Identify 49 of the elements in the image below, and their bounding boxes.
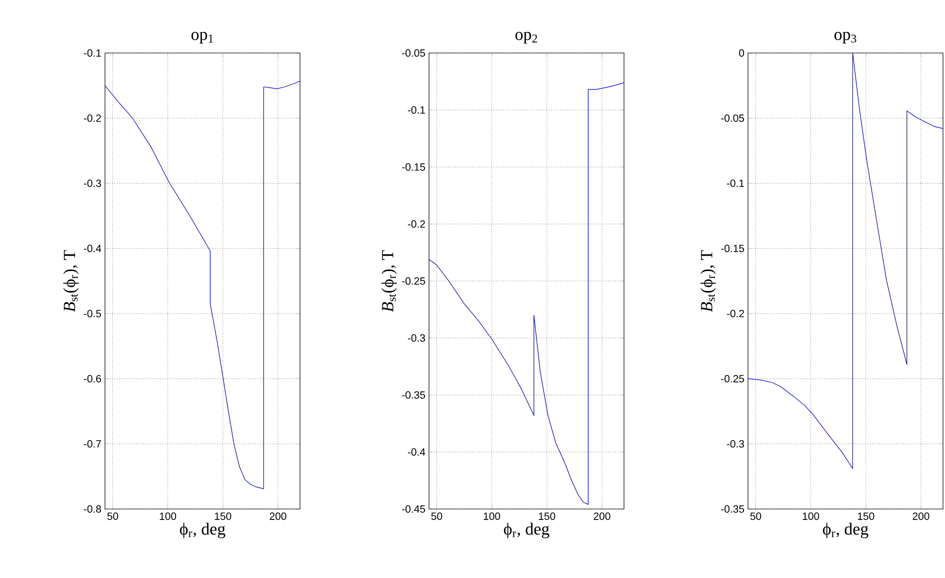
x-tick-label: 150 bbox=[538, 512, 556, 520]
y-tick-label: -0.05 bbox=[402, 49, 426, 57]
line-series bbox=[748, 52, 944, 469]
chart-title: op$_{2}$ bbox=[515, 32, 538, 44]
x-tick-label: 50 bbox=[107, 512, 118, 520]
y-axis-title: B$_{st}$(ϕ$_{r}$), T bbox=[381, 250, 397, 312]
y-tick-label: -0.3 bbox=[408, 334, 426, 342]
chart-title: op$_{1}$ bbox=[191, 32, 213, 44]
y-tick-label: -0.1 bbox=[726, 180, 744, 187]
x-tick-label: 50 bbox=[750, 512, 762, 520]
x-tick-label: 150 bbox=[858, 512, 874, 520]
y-tick-label: -0.3 bbox=[726, 440, 744, 448]
y-tick-label: -0.35 bbox=[402, 391, 426, 399]
y-tick-label: -0.7 bbox=[84, 440, 101, 448]
x-tick-label: 200 bbox=[912, 512, 930, 520]
x-tick-label: 100 bbox=[160, 512, 176, 520]
y-tick-label: -0.1 bbox=[84, 49, 101, 57]
y-tick-label: -0.5 bbox=[84, 310, 102, 318]
y-tick-label: -0.15 bbox=[721, 244, 744, 252]
y-tick-label: -0.4 bbox=[84, 244, 102, 252]
y-tick-label: -0.8 bbox=[84, 505, 102, 513]
x-axis-title: ϕ$_{r}$, deg bbox=[504, 522, 550, 538]
x-tick-label: 200 bbox=[270, 512, 286, 520]
y-tick-label: -0.2 bbox=[84, 114, 101, 122]
y-axis-title: B$_{st}$(ϕ$_{r}$), T bbox=[700, 250, 716, 312]
y-tick-label: -0.1 bbox=[408, 106, 425, 114]
y-tick-label: -0.45 bbox=[402, 505, 426, 513]
y-tick-label: -0.6 bbox=[84, 375, 102, 382]
x-tick-label: 150 bbox=[214, 512, 232, 520]
y-tick-label: -0.35 bbox=[721, 505, 744, 513]
y-tick-label: 0 bbox=[739, 49, 744, 57]
y-tick-label: -0.3 bbox=[84, 180, 102, 187]
y-tick-label: -0.2 bbox=[726, 310, 744, 318]
y-axis-title: B$_{st}$(ϕ$_{r}$), T bbox=[63, 250, 79, 312]
y-tick-label: -0.15 bbox=[402, 163, 426, 171]
chart-title: op$_{3}$ bbox=[834, 32, 856, 44]
x-axis-title: ϕ$_{r}$, deg bbox=[822, 522, 868, 538]
line-series bbox=[429, 82, 624, 505]
y-tick-label: -0.25 bbox=[402, 277, 426, 285]
x-tick-label: 100 bbox=[802, 512, 820, 520]
x-axis-title: ϕ$_{r}$, deg bbox=[180, 522, 226, 538]
line-series bbox=[105, 80, 300, 490]
y-tick-label: -0.05 bbox=[721, 114, 744, 122]
x-tick-label: 200 bbox=[594, 512, 610, 520]
x-tick-label: 50 bbox=[431, 512, 442, 520]
y-tick-label: -0.4 bbox=[408, 448, 426, 456]
y-tick-label: -0.2 bbox=[408, 220, 425, 228]
x-tick-label: 100 bbox=[484, 512, 500, 520]
y-tick-label: -0.25 bbox=[721, 375, 744, 382]
